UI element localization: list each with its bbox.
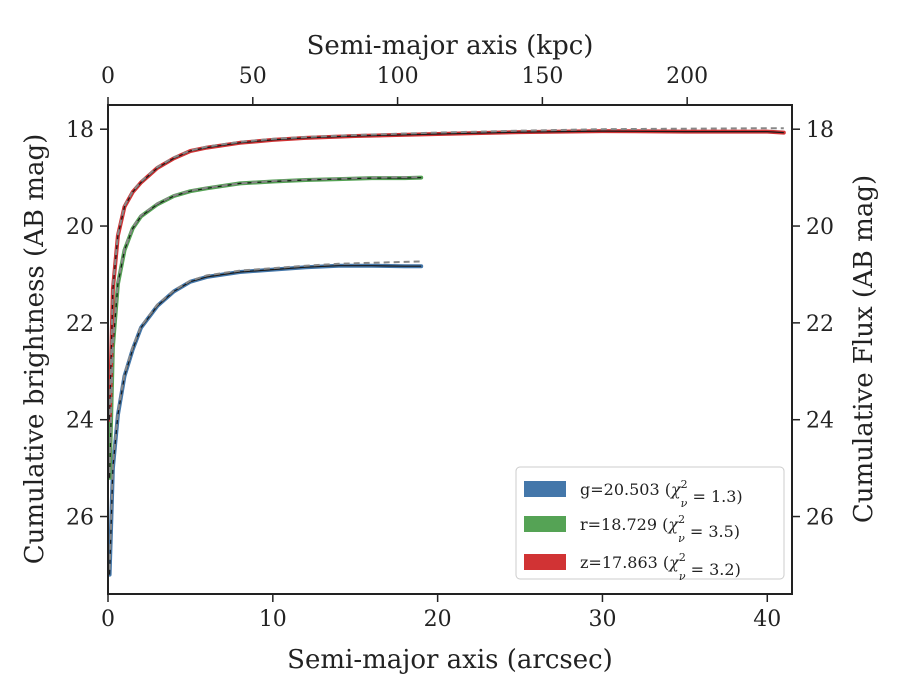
y-tick-label: 18 (66, 118, 94, 143)
x-tick-label: 10 (259, 607, 287, 632)
legend-text-part: χ (667, 515, 679, 534)
y-tick-label: 24 (66, 409, 94, 434)
series-line-1 (108, 263, 424, 577)
legend-text-part: z=17.863 ( (580, 553, 669, 572)
y-axis-label: Cumulative brightness (AB mag) (20, 134, 50, 565)
x-tick-label: 40 (753, 607, 781, 632)
right-y-tick-label: 20 (806, 215, 834, 240)
model-fit-line-1 (108, 260, 422, 570)
top-x-tick-label: 50 (239, 64, 267, 89)
legend-text-part: 2 (679, 551, 686, 564)
right-y-tick-label: 22 (806, 312, 834, 337)
right-y-axis-label: Cumulative Flux (AB mag) (849, 175, 879, 523)
legend-text-part: = 3.2) (686, 560, 741, 579)
legend-text-part: r=18.729 ( (580, 515, 668, 534)
x-axis-label: Semi-major axis (arcsec) (287, 645, 613, 675)
top-x-axis-label: Semi-major axis (kpc) (307, 31, 594, 61)
legend: g=20.503 (χ2 ν = 1.3)r=18.729 (χ2 ν = 3.5)… (515, 466, 785, 583)
x-tick-label: 20 (424, 607, 452, 632)
legend-text-part: χ (668, 553, 680, 572)
legend-swatch-3 (524, 554, 566, 570)
legend-text-part: ν (679, 570, 686, 583)
x-tick-label: 30 (588, 607, 616, 632)
series-line-2 (108, 175, 424, 480)
legend-label-2: r=18.729 (χ2 ν = 3.5) (580, 513, 740, 545)
top-x-tick-label: 150 (521, 64, 563, 89)
legend-text-part: ν (681, 497, 688, 510)
top-x-tick-label: 200 (666, 64, 708, 89)
model-fit-line-2 (108, 176, 422, 474)
legend-text-part: 2 (681, 478, 688, 491)
right-y-tick-label: 18 (806, 118, 834, 143)
y-tick-label: 22 (66, 312, 94, 337)
legend-label-1: g=20.503 (χ2 ν = 1.3) (580, 478, 743, 510)
y-tick-label: 26 (66, 506, 94, 531)
model-fit-line-3 (108, 127, 784, 415)
legend-swatch-1 (524, 481, 566, 497)
series-center-line-1 (109, 265, 422, 575)
series-center-line-2 (109, 177, 422, 478)
plot-frame (107, 104, 793, 595)
top-x-tick-label: 0 (101, 64, 115, 89)
right-y-tick-label: 26 (806, 506, 834, 531)
legend-text-part: ν (678, 532, 685, 545)
top-x-tick-label: 100 (377, 64, 419, 89)
legend-text-part: g=20.503 ( (580, 480, 671, 499)
y-tick-label: 20 (66, 215, 94, 240)
right-y-tick-label: 24 (806, 409, 834, 434)
legend-text-part: = 1.3) (687, 487, 742, 506)
legend-swatch-2 (524, 516, 566, 532)
legend-text-part: χ (670, 480, 682, 499)
series-layer (108, 127, 786, 577)
legend-box (515, 466, 785, 580)
x-tick-label: 0 (101, 607, 115, 632)
legend-label-3: z=17.863 (χ2 ν = 3.2) (580, 551, 741, 583)
legend-text-part: = 3.5) (685, 522, 740, 541)
legend-text-part: 2 (678, 513, 685, 526)
